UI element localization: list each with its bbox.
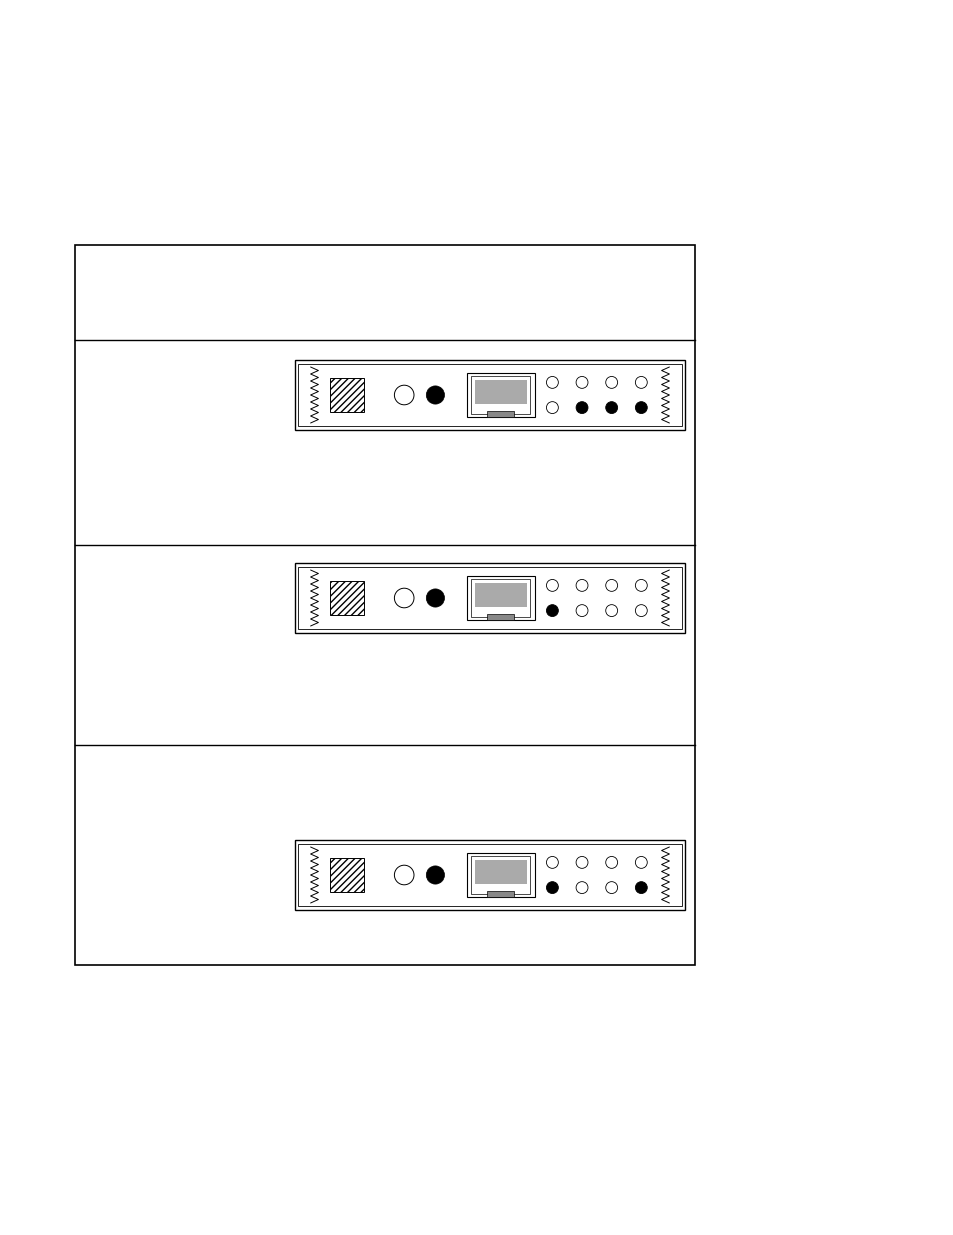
Circle shape bbox=[546, 882, 558, 894]
Circle shape bbox=[605, 856, 617, 868]
Bar bbox=[294, 359, 684, 430]
Bar bbox=[297, 567, 681, 629]
Circle shape bbox=[635, 401, 646, 414]
Bar bbox=[466, 853, 535, 897]
Circle shape bbox=[576, 401, 587, 414]
Circle shape bbox=[635, 579, 646, 592]
Bar bbox=[471, 579, 530, 616]
Bar bbox=[475, 583, 526, 606]
Circle shape bbox=[394, 866, 414, 884]
Bar bbox=[471, 377, 530, 414]
Circle shape bbox=[576, 605, 587, 616]
Circle shape bbox=[605, 882, 617, 894]
Circle shape bbox=[546, 377, 558, 388]
Bar bbox=[487, 411, 514, 416]
Circle shape bbox=[635, 605, 646, 616]
Bar bbox=[297, 364, 681, 426]
Circle shape bbox=[546, 401, 558, 414]
Bar bbox=[330, 582, 363, 615]
Bar bbox=[75, 245, 695, 965]
Circle shape bbox=[394, 385, 414, 405]
Circle shape bbox=[576, 579, 587, 592]
Circle shape bbox=[426, 589, 444, 608]
Circle shape bbox=[394, 588, 414, 608]
Circle shape bbox=[426, 385, 444, 404]
Circle shape bbox=[546, 856, 558, 868]
Bar bbox=[487, 892, 514, 897]
Bar bbox=[294, 840, 684, 910]
Circle shape bbox=[546, 605, 558, 616]
Circle shape bbox=[426, 866, 444, 884]
Bar bbox=[330, 378, 363, 411]
Bar bbox=[297, 845, 681, 905]
Circle shape bbox=[576, 882, 587, 894]
Circle shape bbox=[605, 377, 617, 388]
Bar bbox=[330, 858, 363, 892]
Circle shape bbox=[576, 377, 587, 388]
Circle shape bbox=[635, 377, 646, 388]
Circle shape bbox=[576, 856, 587, 868]
Bar bbox=[487, 615, 514, 620]
Circle shape bbox=[605, 605, 617, 616]
Bar bbox=[475, 380, 526, 404]
Bar bbox=[475, 860, 526, 884]
Circle shape bbox=[605, 579, 617, 592]
Bar bbox=[466, 373, 535, 416]
Bar bbox=[466, 577, 535, 620]
Bar bbox=[294, 563, 684, 634]
Circle shape bbox=[635, 856, 646, 868]
Circle shape bbox=[605, 401, 617, 414]
Bar bbox=[471, 856, 530, 894]
Circle shape bbox=[546, 579, 558, 592]
Circle shape bbox=[635, 882, 646, 894]
